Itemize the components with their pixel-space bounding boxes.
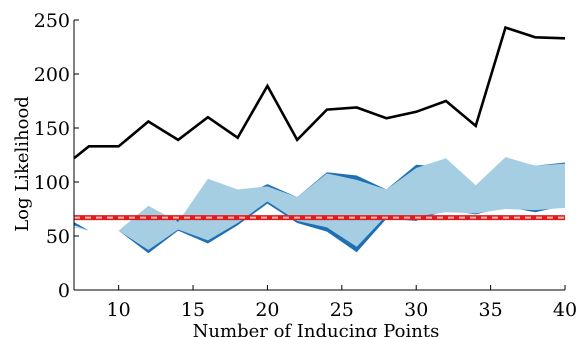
y-tick-label: 250 bbox=[34, 10, 70, 32]
y-tick-label: 50 bbox=[46, 226, 70, 248]
y-tick-label: 150 bbox=[34, 118, 70, 140]
x-tick-label: 25 bbox=[330, 299, 354, 321]
x-tick-label: 15 bbox=[181, 299, 205, 321]
y-axis-label: Log Likelihood bbox=[12, 96, 33, 232]
x-tick-label: 30 bbox=[404, 299, 428, 321]
x-tick-label: 40 bbox=[553, 299, 577, 321]
series-line-1 bbox=[73, 25, 566, 160]
x-tick-label: 35 bbox=[479, 299, 503, 321]
confidence-band-2 bbox=[74, 157, 565, 251]
confidence-bands bbox=[74, 157, 565, 254]
x-tick-label: 10 bbox=[107, 299, 131, 321]
y-tick-label: 100 bbox=[34, 172, 70, 194]
y-tick-label: 200 bbox=[34, 64, 70, 86]
tick-labels: 10 15 20 25 30 35 40 0 50 100 150 200 250 bbox=[34, 10, 577, 321]
y-tick-label: 0 bbox=[58, 280, 70, 302]
series-lines bbox=[73, 25, 566, 221]
x-tick-label: 20 bbox=[255, 299, 279, 321]
axes bbox=[73, 19, 566, 291]
x-axis-label: Number of Inducing Points bbox=[193, 321, 440, 337]
